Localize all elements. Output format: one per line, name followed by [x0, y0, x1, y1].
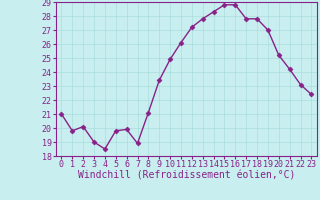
X-axis label: Windchill (Refroidissement éolien,°C): Windchill (Refroidissement éolien,°C)	[78, 171, 295, 181]
